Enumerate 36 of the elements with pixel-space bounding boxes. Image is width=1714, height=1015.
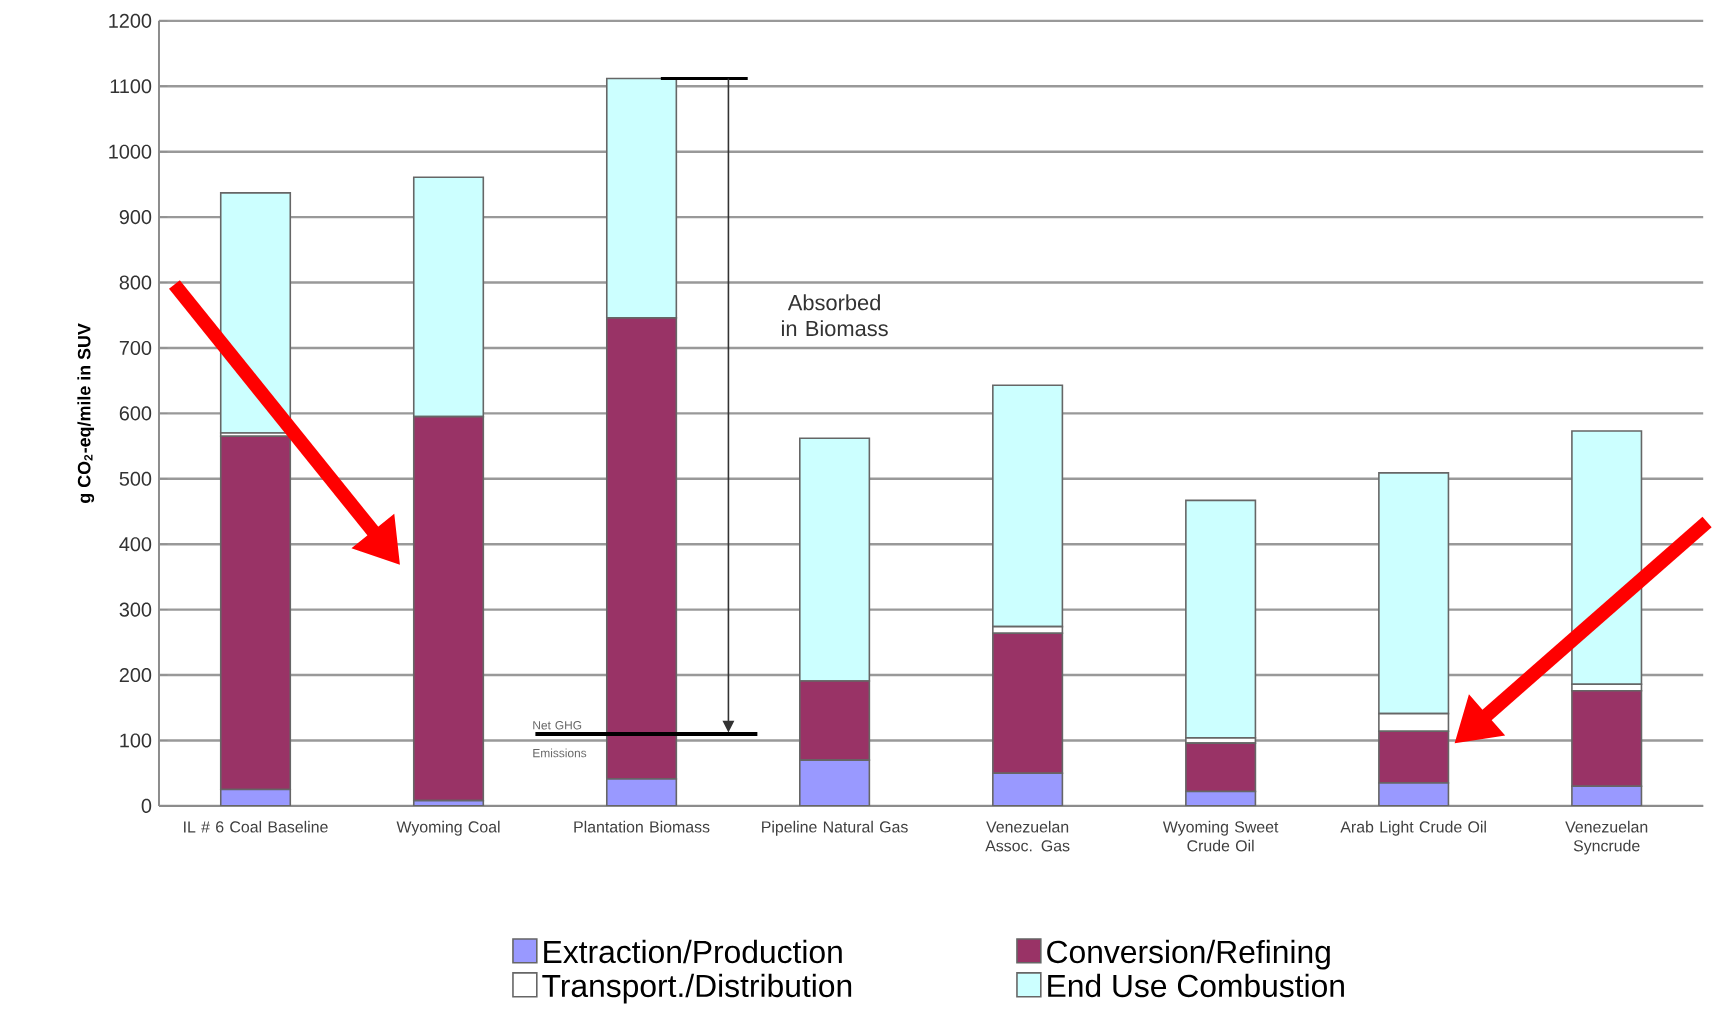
x-tick-label: IL # 6 Coal Baseline (184, 821, 328, 833)
y-tick-label: 400 (119, 537, 152, 552)
bar (799, 759, 871, 807)
y-tick-label: 1100 (110, 79, 152, 94)
bar (1378, 782, 1450, 807)
x-tick-label: Pipeline Natural Gas (762, 821, 908, 836)
y-tick-label: 0 (141, 799, 152, 814)
bar (1571, 785, 1643, 807)
y-tick-label: 800 (119, 275, 152, 290)
annotation: Absorbed in Biomass (781, 294, 888, 337)
y-tick-label: 700 (119, 341, 152, 356)
legend-label: Extraction/Production (544, 940, 842, 964)
y-tick-label: 1000 (109, 144, 152, 159)
bar (1185, 499, 1257, 739)
x-tick-label: Plantation Biomass (574, 821, 710, 833)
y-tick-label: 900 (119, 210, 152, 225)
bar (992, 772, 1064, 807)
y-tick-label: 300 (119, 602, 152, 617)
y-tick-label: 500 (119, 471, 152, 487)
y-tick-label: 100 (120, 733, 152, 748)
y-tick-label: 200 (119, 668, 152, 683)
x-tick-label: Wyoming Coal (396, 821, 500, 836)
legend-label: End Use Combustion (1048, 974, 1344, 998)
y-tick-label: 600 (119, 406, 152, 421)
bar (605, 778, 678, 807)
x-tick-label: Venezuelan Syncrude (1565, 821, 1648, 855)
y-tick-label: 1200 (109, 14, 152, 29)
x-tick-label: Venezuelan Assoc. Gas (985, 821, 1070, 852)
legend-label: Transport./Distribution (542, 974, 852, 1004)
text: Net GHG Emissions (533, 721, 587, 758)
x-tick-label: Wyoming Sweet Crude Oil (1162, 821, 1279, 852)
x-tick-label: Arab Light Crude Oil (1340, 821, 1486, 836)
y-axis-title: g CO$_{2}$-eq/mile in SUV (77, 323, 95, 504)
legend-label: Conversion/Refining (1047, 940, 1330, 970)
bar (1571, 430, 1643, 686)
bar (992, 384, 1064, 628)
